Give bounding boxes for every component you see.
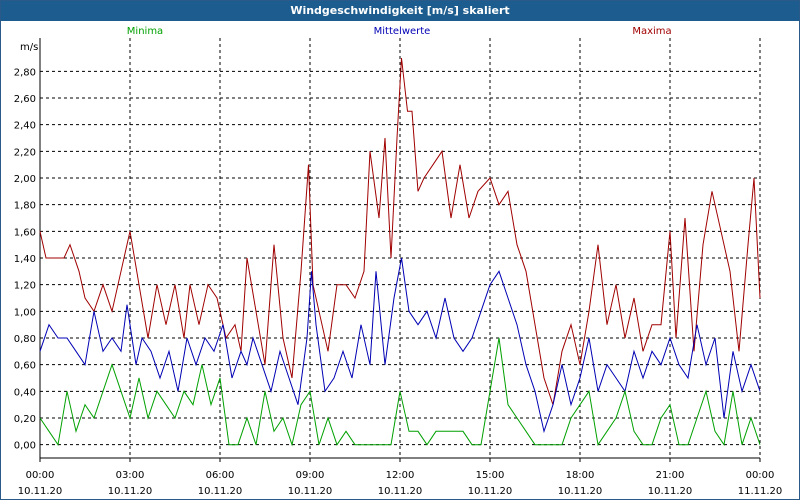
y-tick-label: 1,20 xyxy=(14,281,36,292)
x-tick-time: 18:00 xyxy=(566,470,595,481)
y-tick-label: 2,80 xyxy=(14,67,36,78)
legend-mittelwerte: Mittelwerte xyxy=(374,26,431,37)
y-tick-label: 0,80 xyxy=(14,334,36,345)
x-tick-date: 11.11.20 xyxy=(738,486,783,497)
x-tick-date: 10.11.20 xyxy=(468,486,513,497)
x-tick-date: 10.11.20 xyxy=(558,486,603,497)
y-tick-label: 0,40 xyxy=(14,387,36,398)
x-tick-date: 10.11.20 xyxy=(288,486,333,497)
y-axis-label: m/s xyxy=(20,42,38,53)
y-tick-label: 0,00 xyxy=(14,441,36,452)
legend-minima: Minima xyxy=(127,26,163,37)
y-tick-label: 1,60 xyxy=(14,227,36,238)
x-tick-time: 06:00 xyxy=(206,470,235,481)
x-tick-time: 12:00 xyxy=(386,470,415,481)
x-tick-labels: 00:00 10.11.20 03:00 10.11.20 06:00 10.11.20 0… xyxy=(18,458,783,497)
series-line-minima xyxy=(39,337,761,447)
y-tick-label: 2,00 xyxy=(14,174,36,185)
x-tick-date: 10.11.20 xyxy=(378,486,423,497)
x-tick-time: 03:00 xyxy=(116,470,145,481)
y-tick-label: 1,80 xyxy=(14,201,36,212)
y-tick-label: 0,60 xyxy=(14,361,36,372)
x-tick-time: 15:00 xyxy=(476,470,505,481)
y-tick-label: 2,40 xyxy=(14,121,36,132)
y-tick-label: 2,60 xyxy=(14,94,36,105)
y-tick-label: 1,40 xyxy=(14,254,36,265)
x-tick-date: 10.11.20 xyxy=(648,486,693,497)
series-line-maxima xyxy=(39,57,761,405)
y-tick-label: 1,00 xyxy=(14,307,36,318)
series-layer xyxy=(39,57,761,447)
y-tick-label: 2,20 xyxy=(14,147,36,158)
x-tick-time: 00:00 xyxy=(26,470,55,481)
series-line-mittelwerte xyxy=(39,257,761,434)
grid-layer xyxy=(40,38,761,458)
x-tick-date: 10.11.20 xyxy=(198,486,243,497)
x-tick-time: 00:00 xyxy=(746,470,775,481)
x-tick-time: 21:00 xyxy=(656,470,685,481)
x-tick-time: 09:00 xyxy=(296,470,325,481)
legend-maxima: Maxima xyxy=(632,26,671,37)
y-tick-label: 0,20 xyxy=(14,414,36,425)
chart-title: Windgeschwindigkeit [m/s] skaliert xyxy=(1,1,799,21)
y-tick-labels: 0,00 0,20 0,40 0,60 0,80 1,00 1,20 1,40 1,60 1,80… xyxy=(14,67,36,451)
x-tick-date: 10.11.20 xyxy=(108,486,153,497)
x-tick-date: 10.11.20 xyxy=(18,486,63,497)
